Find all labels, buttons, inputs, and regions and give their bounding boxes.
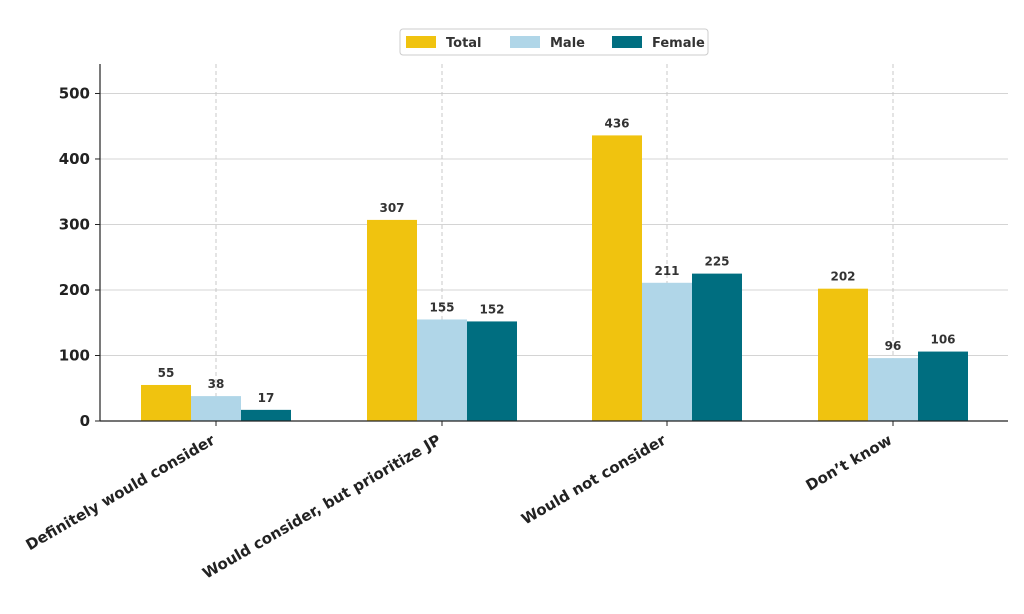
bar-male-would-not-consider [642,282,692,421]
y-tick-label: 300 [59,215,90,233]
bar-male-would-consider-but-prioritize-jp [417,319,467,421]
legend-swatch-male [510,36,540,48]
x-tick-label: Don’t know [803,431,896,495]
data-label: 211 [654,264,679,278]
data-label: 106 [930,333,955,347]
x-tick-label: Would consider, but prioritize JP [199,431,444,583]
bar-total-don-t-know [818,288,868,421]
y-tick-label: 0 [80,412,90,430]
bar-total-definitely-would-consider [141,384,191,421]
data-label: 155 [429,300,454,314]
bar-total-would-consider-but-prioritize-jp [367,219,417,421]
bar-female-would-not-consider [692,273,742,421]
x-tick-label: Definitely would consider [23,431,219,555]
legend-swatch-female [612,36,642,48]
data-label: 202 [830,270,855,284]
data-label: 152 [479,302,504,316]
y-tick-label: 100 [59,346,90,364]
legend-swatch-total [406,36,436,48]
data-labels: 55 307 436 202 38 155 211 96 17 152 225 106 [158,116,956,404]
data-label: 436 [604,116,629,130]
bar-male-definitely-would-consider [191,396,241,421]
y-tick-label: 200 [59,281,90,299]
bar-female-definitely-would-consider [241,409,291,421]
data-label: 55 [158,366,175,380]
y-tick-label: 400 [59,150,90,168]
legend: Total Male Female [399,28,709,56]
data-label: 96 [885,339,902,353]
data-label: 307 [379,201,404,215]
data-label: 225 [704,255,729,269]
data-label: 17 [258,391,275,405]
legend-box [399,28,709,56]
bar-total-would-not-consider [592,135,642,421]
legend-label-total: Total [446,36,482,51]
bars [141,135,968,421]
bar-female-would-consider-but-prioritize-jp [467,321,517,421]
legend-label-male: Male [550,36,585,51]
y-tick-label: 500 [59,84,90,102]
data-label: 38 [208,377,225,391]
bar-male-don-t-know [868,358,918,421]
legend-label-female: Female [652,36,705,51]
bar-female-don-t-know [918,351,968,421]
x-tick-label: Would not consider [518,431,669,529]
